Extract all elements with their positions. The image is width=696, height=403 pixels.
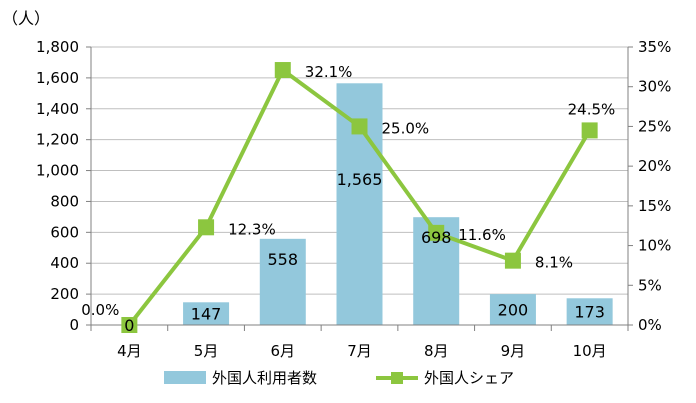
share-point (504, 252, 521, 269)
left-axis-tick-label: 1,000 (36, 162, 79, 180)
legend-bar-label: 外国人利用者数 (212, 369, 317, 387)
share-value-label: 12.3% (228, 220, 276, 238)
right-axis-tick-label: 0% (638, 316, 662, 334)
x-axis-tick-label: 8月 (424, 342, 449, 360)
left-axis-tick-label: 400 (50, 254, 79, 272)
bar-value-label: 173 (574, 303, 605, 322)
share-value-label: 11.6% (458, 226, 506, 244)
x-axis-tick-label: 9月 (501, 342, 526, 360)
bar-value-label: 698 (421, 228, 452, 247)
data-labels: 0 147 558 1,565 698 200 173 0.0% 12.3% 32.1% 25.0%… (81, 63, 615, 335)
x-axis-tick-label: 7月 (347, 342, 372, 360)
legend-line-marker (391, 372, 403, 384)
legend: 外国人利用者数 外国人シェア (164, 369, 514, 387)
share-value-label: 25.0% (382, 119, 430, 137)
bar (183, 302, 230, 325)
y-axis-unit-label: （人） (2, 9, 50, 28)
bar-series (183, 83, 613, 326)
left-axis-tick-label: 1,400 (36, 100, 79, 118)
axes (86, 46, 633, 331)
bar-value-label: 147 (191, 305, 222, 324)
right-axis-tick-label: 5% (638, 276, 662, 294)
left-axis-tick-label: 1,200 (36, 131, 79, 149)
right-axis-tick-label: 10% (638, 237, 671, 255)
share-value-label: 8.1% (535, 254, 573, 272)
left-axis-tick-label: 1,600 (36, 69, 79, 87)
right-axis-tick-label: 20% (638, 157, 671, 175)
line-series (121, 62, 598, 333)
bar (489, 294, 536, 325)
share-value-label: 24.5% (568, 100, 616, 118)
bar (566, 298, 613, 325)
x-axis-tick-label: 10月 (573, 342, 607, 360)
bar-value-label: 1,565 (337, 170, 383, 189)
share-point (274, 62, 291, 79)
right-axis-tick-label: 30% (638, 78, 671, 96)
right-axis-tick-label: 15% (638, 197, 671, 215)
x-axis-tick-label: 4月 (117, 342, 142, 360)
share-point (121, 317, 138, 333)
bar-value-label: 200 (498, 301, 529, 320)
left-axis-tick-label: 600 (50, 223, 79, 241)
share-value-label: 32.1% (305, 63, 353, 81)
share-point (351, 118, 368, 135)
left-axis-tick-label: 0 (69, 316, 79, 334)
x-axis-tick-label: 6月 (271, 342, 296, 360)
right-axis-tick-label: 35% (638, 38, 671, 56)
bar (259, 238, 306, 325)
share-value-label: 0.0% (81, 301, 119, 319)
tick-labels: 0 200 400 600 800 1,000 1,200 1,400 1,600 1,800 0%… (36, 38, 671, 360)
left-axis-tick-label: 200 (50, 285, 79, 303)
legend-line-label: 外国人シェア (424, 369, 514, 387)
share-point (198, 219, 215, 236)
right-axis-tick-label: 25% (638, 117, 671, 135)
x-axis-tick-label: 5月 (194, 342, 219, 360)
share-point (428, 224, 445, 241)
bar-value-label: 558 (268, 250, 299, 269)
left-axis-tick-label: 800 (50, 192, 79, 210)
left-axis-tick-label: 1,800 (36, 38, 79, 56)
bar-value-label: 0 (124, 316, 134, 335)
legend-bar-swatch (164, 371, 206, 384)
share-point (581, 122, 598, 139)
